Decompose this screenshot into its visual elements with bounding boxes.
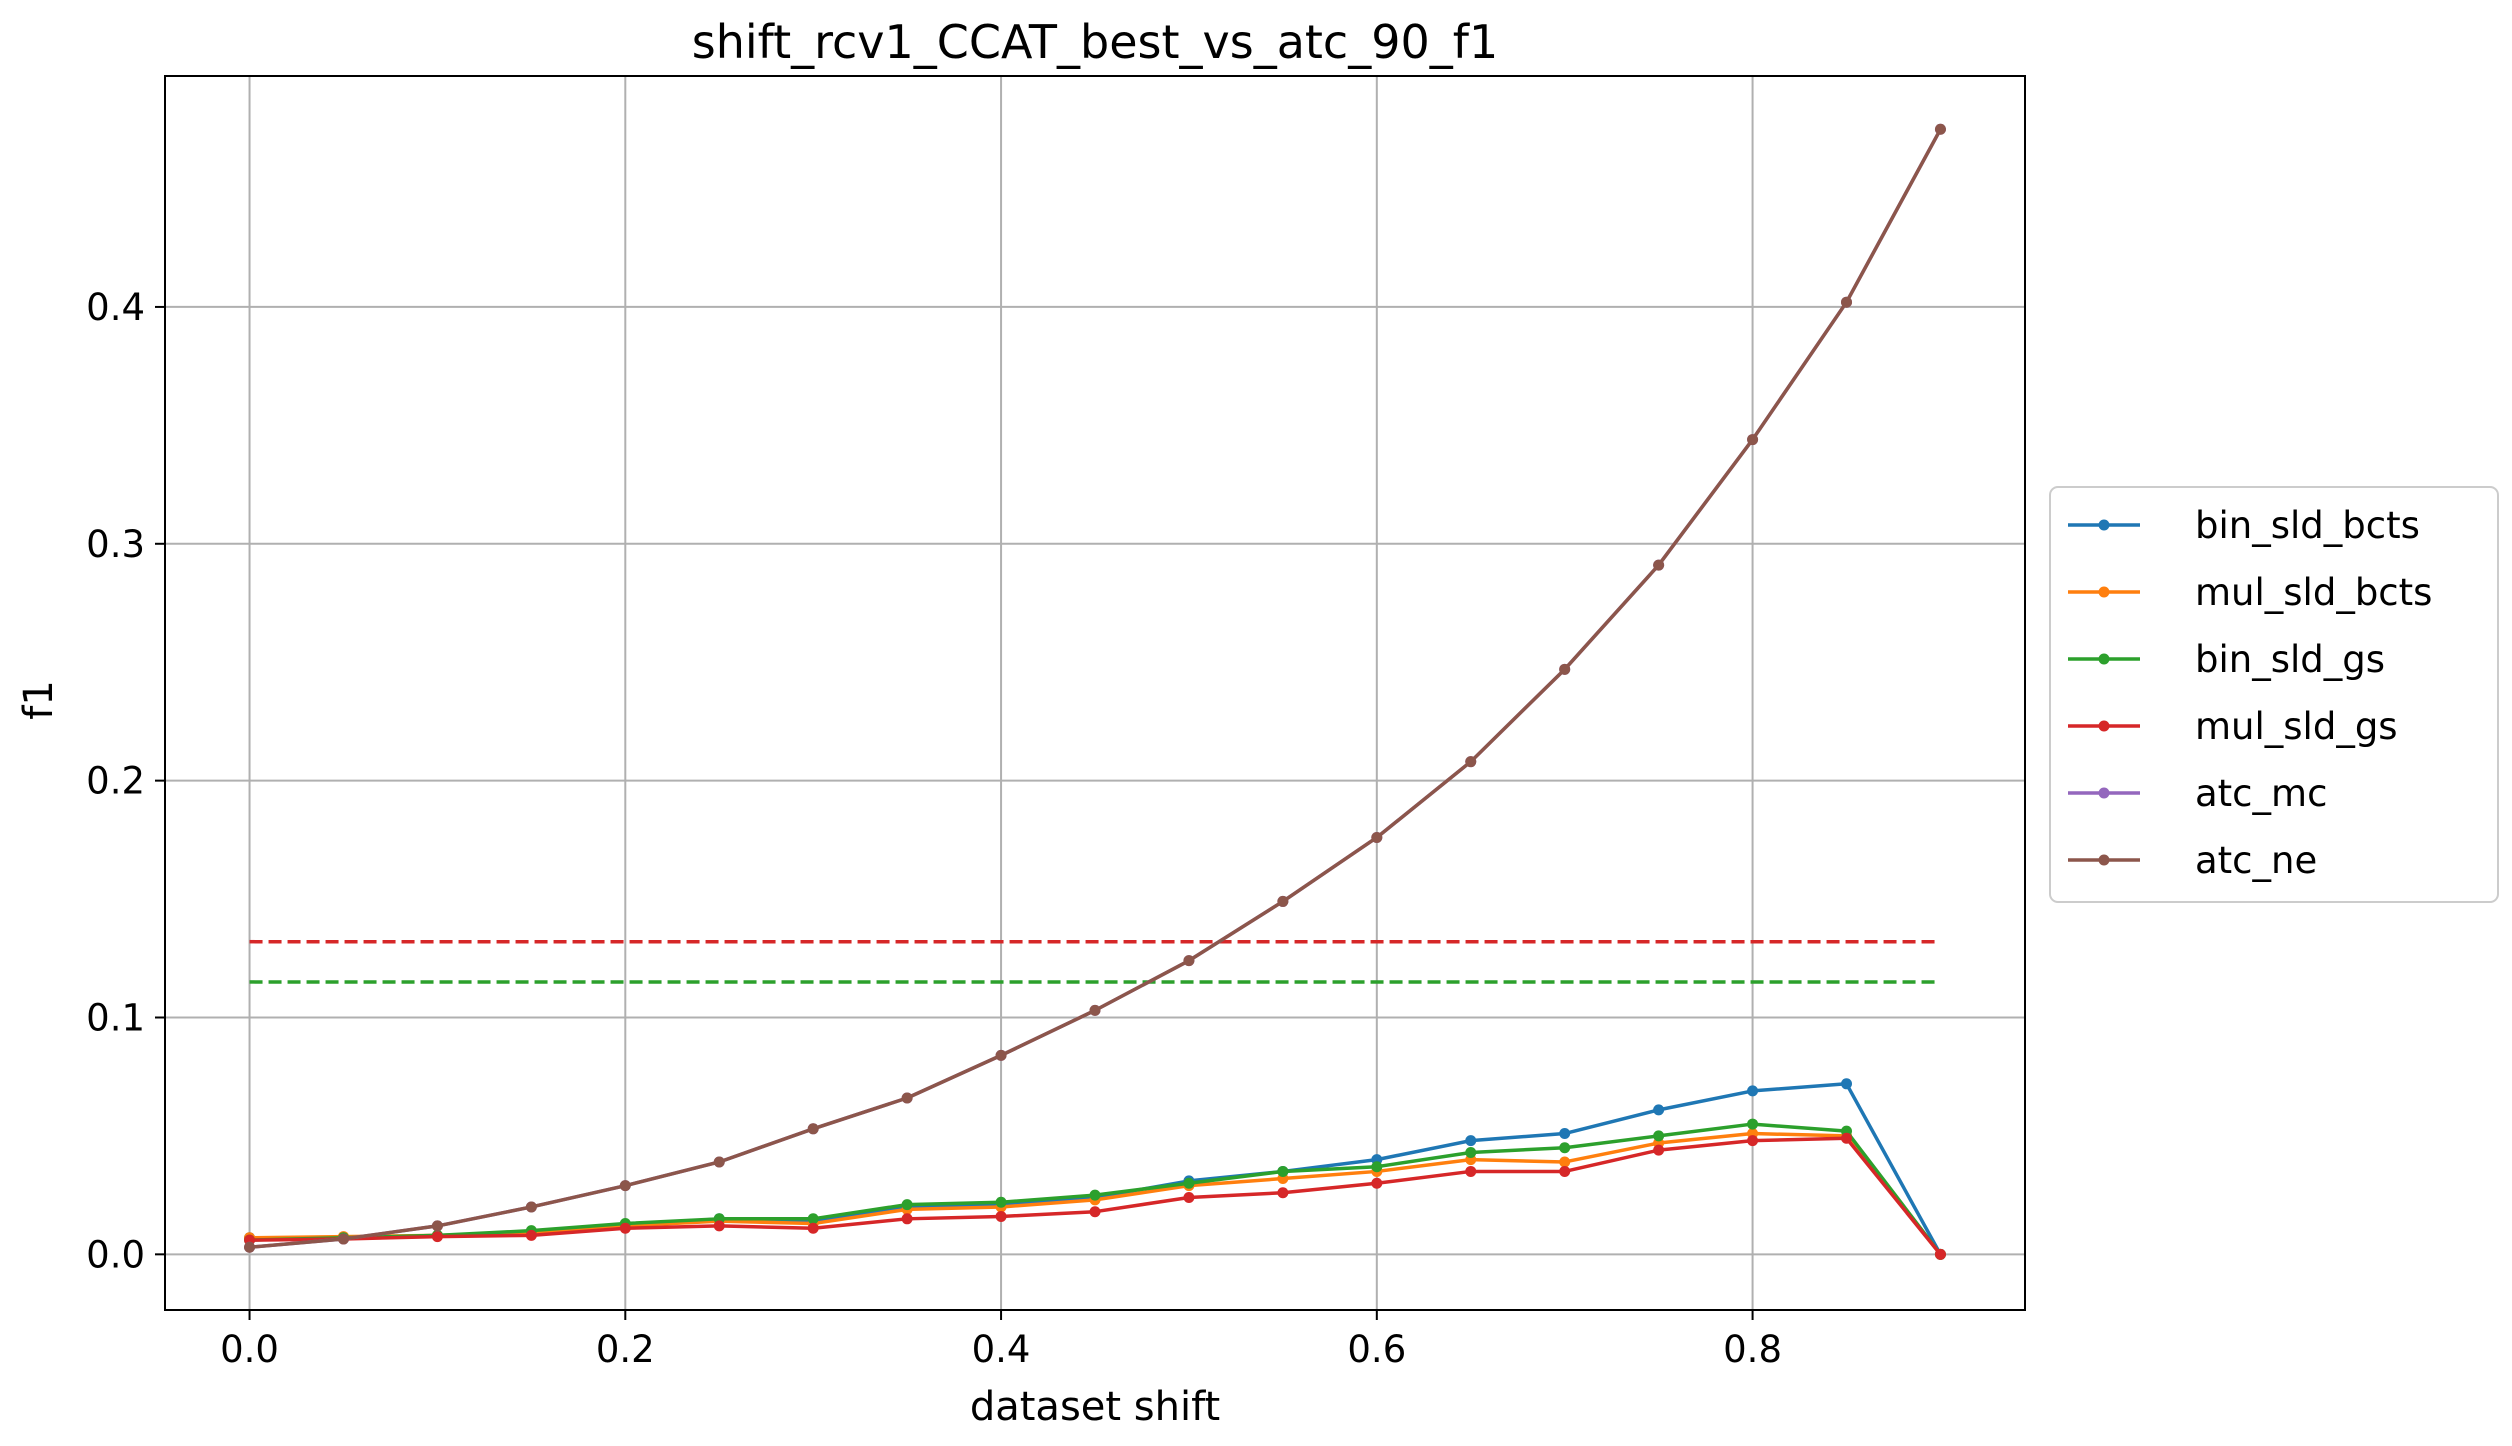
- reference-lines: [249, 939, 1941, 984]
- data-point: [807, 1222, 819, 1234]
- x-axis-label: dataset shift: [970, 1384, 1220, 1430]
- legend-label: atc_ne: [2195, 839, 2317, 882]
- legend-label: bin_sld_gs: [2195, 638, 2385, 681]
- data-point: [1841, 296, 1853, 308]
- data-point: [1277, 895, 1289, 907]
- data-point: [244, 1241, 256, 1253]
- chart-title: shift_rcv1_CCAT_best_vs_atc_90_f1: [692, 15, 1498, 69]
- legend-item: atc_ne: [2068, 839, 2317, 882]
- data-point: [1559, 1165, 1571, 1177]
- data-point: [901, 1199, 913, 1211]
- y-tick-label: 0.1: [86, 996, 145, 1039]
- data-point: [713, 1220, 725, 1232]
- data-point: [1747, 1118, 1759, 1130]
- y-axis-label: f1: [16, 680, 62, 720]
- y-tick-label: 0.0: [86, 1233, 145, 1276]
- data-point: [1934, 123, 1946, 135]
- legend-marker: [2098, 720, 2110, 732]
- data-point: [995, 1210, 1007, 1222]
- series-lines: [244, 123, 1946, 1260]
- grid: [165, 76, 2025, 1310]
- y-tick-label: 0.4: [86, 286, 145, 329]
- data-point: [1653, 1144, 1665, 1156]
- data-point: [619, 1180, 631, 1192]
- data-point: [1183, 1177, 1195, 1189]
- data-point: [1465, 1146, 1477, 1158]
- legend-item: atc_mc: [2068, 772, 2327, 815]
- data-point: [1089, 1189, 1101, 1201]
- data-point: [431, 1231, 443, 1243]
- data-point: [1465, 1165, 1477, 1177]
- data-point: [1465, 756, 1477, 768]
- legend-item: bin_sld_bcts: [2068, 504, 2420, 547]
- x-tick-label: 0.4: [972, 1328, 1031, 1371]
- data-point: [1841, 1132, 1853, 1144]
- data-point: [1277, 1165, 1289, 1177]
- legend-marker: [2098, 854, 2110, 866]
- data-point: [1559, 1128, 1571, 1140]
- data-point: [1559, 1142, 1571, 1154]
- data-point: [995, 1049, 1007, 1061]
- legend-marker: [2098, 519, 2110, 531]
- series-mul_sld_gs: [244, 1132, 1946, 1260]
- series-atc_ne: [244, 123, 1946, 1253]
- legend-label: bin_sld_bcts: [2195, 504, 2420, 547]
- data-point: [525, 1201, 537, 1213]
- y-tick-label: 0.2: [86, 760, 145, 803]
- data-point: [337, 1233, 349, 1245]
- legend-item: bin_sld_gs: [2068, 638, 2385, 681]
- legend-marker: [2098, 653, 2110, 665]
- data-point: [1653, 559, 1665, 571]
- legend-marker: [2098, 787, 2110, 799]
- data-point: [1559, 663, 1571, 675]
- data-point: [713, 1156, 725, 1168]
- data-point: [1559, 1156, 1571, 1168]
- x-tick-label: 0.2: [596, 1328, 655, 1371]
- legend-label: atc_mc: [2195, 772, 2327, 815]
- y-tick-label: 0.3: [86, 523, 145, 566]
- x-axis-ticks: 0.0 0.2 0.4 0.6 0.8: [220, 1310, 1782, 1371]
- data-point: [1371, 1161, 1383, 1173]
- data-point: [1183, 1191, 1195, 1203]
- data-point: [1183, 955, 1195, 967]
- legend-item: mul_sld_gs: [2068, 705, 2398, 748]
- data-point: [1747, 434, 1759, 446]
- data-point: [1841, 1078, 1853, 1090]
- data-point: [1653, 1130, 1665, 1142]
- data-point: [1653, 1104, 1665, 1116]
- data-point: [807, 1123, 819, 1135]
- data-point: [1089, 1206, 1101, 1218]
- data-point: [525, 1229, 537, 1241]
- legend-label: mul_sld_gs: [2195, 705, 2398, 748]
- legend-label: mul_sld_bcts: [2195, 571, 2432, 614]
- x-tick-label: 0.8: [1723, 1328, 1782, 1371]
- data-point: [1465, 1135, 1477, 1147]
- legend-marker: [2098, 586, 2110, 598]
- legend-frame: [2049, 486, 2499, 903]
- data-point: [431, 1220, 443, 1232]
- data-point: [995, 1196, 1007, 1208]
- legend-item: mul_sld_bcts: [2068, 571, 2432, 614]
- data-point: [1747, 1085, 1759, 1097]
- plot-area-frame: [164, 75, 2026, 1311]
- y-axis-ticks: 0.0 0.1 0.2 0.3 0.4: [86, 286, 165, 1276]
- x-tick-label: 0.0: [220, 1328, 279, 1371]
- data-point: [1934, 1248, 1946, 1260]
- x-tick-label: 0.6: [1347, 1328, 1406, 1371]
- data-point: [1371, 1177, 1383, 1189]
- data-point: [1371, 831, 1383, 843]
- data-point: [807, 1213, 819, 1225]
- data-point: [1277, 1187, 1289, 1199]
- data-point: [1747, 1135, 1759, 1147]
- data-point: [619, 1222, 631, 1234]
- data-point: [1089, 1004, 1101, 1016]
- data-point: [901, 1092, 913, 1104]
- legend: bin_sld_bcts mul_sld_bcts bin_sld_gs mul_sl…: [2049, 486, 2499, 903]
- data-point: [901, 1213, 913, 1225]
